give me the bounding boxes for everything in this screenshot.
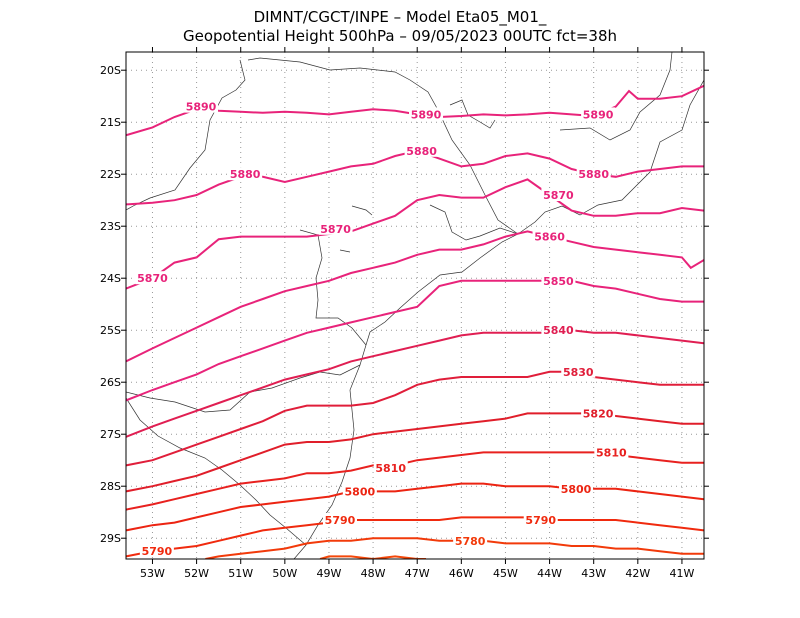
x-tick-label: 52W [184,567,209,580]
contour-label-5810: 5810 [596,446,627,459]
x-tick-label: 51W [228,567,253,580]
contour-label-bg [135,271,170,285]
x-tick-label: 50W [272,567,297,580]
contour-5880 [126,149,704,206]
contour-label-bg [541,273,576,287]
contour-5830 [126,370,704,467]
contour-label-bg [404,143,439,157]
contour-label-5890: 5890 [411,108,442,121]
y-tick-label: 27S [100,428,121,441]
contour-label-5840: 5840 [543,324,574,337]
state-border-1 [126,59,246,211]
contour-label-bg [342,484,377,498]
contour-label-5880: 5880 [230,168,261,181]
contour-label-5890: 5890 [186,101,217,114]
contour-label-5800: 5800 [561,483,592,496]
contour-label-bg [139,544,174,558]
x-tick-label: 45W [493,567,518,580]
contour-label-5820: 5820 [583,407,614,420]
contour-label-5790: 5790 [142,545,173,558]
contour-label-bg [594,445,629,459]
contour-label-5810: 5810 [375,462,406,475]
x-tick-label: 41W [670,567,695,580]
contour-5840 [126,329,704,438]
contour-label-bg [541,188,576,201]
contour-5870 [126,178,704,290]
country-border [126,397,307,546]
map-borders [126,52,704,559]
reservoir-shapes [339,99,496,253]
contour-label-bg [453,533,488,547]
coastline [293,79,704,559]
title-line-1: DIMNT/CGCT/INPE – Model Eta05_M01_ [254,8,547,27]
x-tick-label: 46W [449,567,474,580]
state-border-6 [559,52,673,141]
contour-label-bg [532,229,567,243]
contour-5810 [126,451,704,511]
y-tick-label: 23S [100,220,121,233]
contour-label-5870: 5870 [543,189,574,202]
y-tick-label: 29S [100,532,121,545]
contour-label-bg [581,406,616,420]
contour-5860 [126,230,704,363]
contour-label-5780: 5780 [455,535,486,548]
contour-label-5860: 5860 [534,231,565,244]
contour-label-5890: 5890 [583,108,614,121]
contour-label-bg [228,167,263,181]
y-tick-label: 21S [100,116,121,129]
contour-label-bg [373,461,408,474]
x-tick-label: 53W [140,567,165,580]
y-tick-label: 22S [100,168,121,181]
y-tick-label: 20S [100,64,121,77]
title-line-2: Geopotential Height 500hPa – 09/05/2023 … [183,27,617,45]
contour-label-bg [559,481,594,495]
contour-label-bg [409,107,444,121]
contour-label-5790: 5790 [525,514,556,527]
contour-5770 [319,555,426,559]
contour-label-5880: 5880 [406,145,437,158]
state-border-5 [429,204,519,241]
x-tick-label: 42W [625,567,650,580]
contour-label-5870: 5870 [137,272,168,285]
contour-labels: 5890 5890 5890 5880 5880 5880 5870 5870 5870 5860… [135,99,629,558]
contour-label-bg [523,513,558,526]
contour-label-bg [576,167,611,181]
y-tick-label: 26S [100,376,121,389]
contour-label-5870: 5870 [320,223,351,236]
contour-label-bg [561,364,596,378]
x-axis: 53W 52W 51W 50W 49W 48W 47W 46W 45W 44W 43W 42W 41W [140,47,694,580]
y-tick-label: 28S [100,480,121,493]
contour-label-5790: 5790 [325,514,356,527]
state-border-2 [247,57,519,235]
x-tick-label: 47W [405,567,430,580]
contour-label-bg [581,107,616,121]
contour-label-bg [541,323,576,337]
y-tick-label: 24S [100,272,121,285]
x-tick-label: 43W [581,567,606,580]
contour-label-5850: 5850 [543,275,574,288]
contour-label-5830: 5830 [563,366,594,379]
contour-5780 [205,537,704,559]
contour-5800 [126,482,704,532]
grid [126,52,704,559]
contour-label-bg [184,99,219,113]
contour-label-5880: 5880 [578,168,609,181]
x-tick-label: 49W [317,567,342,580]
state-border-3 [299,229,367,346]
contour-5850 [126,279,704,402]
x-tick-label: 48W [361,567,386,580]
y-tick-label: 25S [100,324,121,337]
contour-5790 [126,516,704,558]
x-tick-label: 44W [537,567,562,580]
plot-frame [125,51,705,560]
contour-label-bg [322,513,357,526]
contour-label-bg [318,221,353,235]
y-axis: 20S 21S 22S 23S 24S 25S 26S 27S 28S 29S [100,64,709,545]
contour-label-5800: 5800 [345,485,376,498]
